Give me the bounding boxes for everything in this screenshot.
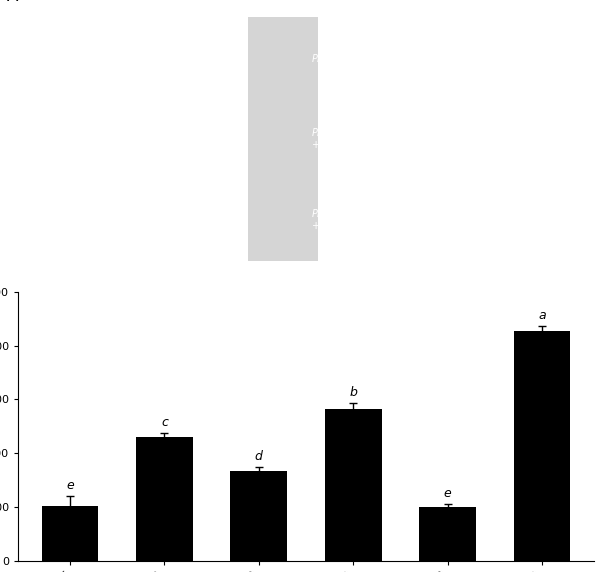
Text: PbrMT3: PbrMT3 bbox=[29, 214, 68, 225]
Text: c: c bbox=[161, 416, 168, 429]
Text: e: e bbox=[66, 479, 74, 492]
Bar bbox=[514, 331, 571, 561]
Text: PbrMT3
+PbrMYB114+PbrbHLH3: PbrMT3 +PbrMYB114+PbrbHLH3 bbox=[312, 209, 433, 231]
Text: PbrMYB114+PbrbHLH3: PbrMYB114+PbrbHLH3 bbox=[312, 54, 425, 63]
Text: A: A bbox=[7, 0, 18, 5]
Bar bbox=[419, 507, 476, 561]
Bar bbox=[136, 437, 193, 561]
Bar bbox=[248, 17, 317, 261]
Bar bbox=[41, 506, 98, 561]
Text: PbrMT2
+PbrMYB114+PbrbHLH3: PbrMT2 +PbrMYB114+PbrbHLH3 bbox=[312, 128, 433, 150]
Text: PbrMT2: PbrMT2 bbox=[29, 134, 68, 144]
Text: d: d bbox=[255, 450, 263, 463]
Text: Empty Vector: Empty Vector bbox=[29, 54, 100, 63]
Text: b: b bbox=[349, 387, 357, 399]
Text: a: a bbox=[538, 308, 546, 321]
Bar bbox=[230, 471, 287, 561]
Bar bbox=[325, 409, 382, 561]
Text: e: e bbox=[444, 487, 452, 499]
